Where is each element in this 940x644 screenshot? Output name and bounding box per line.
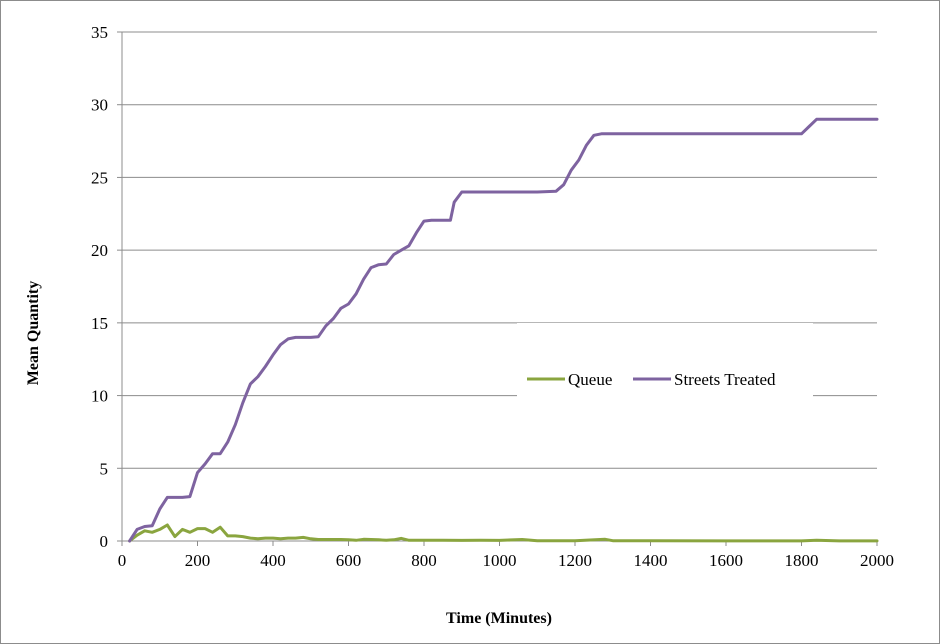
y-tick-label: 15	[91, 314, 108, 333]
x-axis-title: Time (Minutes)	[446, 610, 552, 627]
y-tick-label: 20	[91, 241, 108, 260]
legend-background	[517, 323, 813, 409]
x-tick-labels: 0 200 400 600 800 1000 1200 1400 1600 1800 2000	[118, 551, 894, 570]
legend-label-queue: Queue	[568, 370, 612, 389]
x-tick-label: 400	[260, 551, 286, 570]
x-tick-label: 1400	[634, 551, 668, 570]
y-tick-label: 25	[91, 168, 108, 187]
y-axis-title: Mean Quantity	[25, 281, 42, 385]
y-tick-label: 5	[100, 459, 109, 478]
y-tick-label: 35	[91, 23, 108, 42]
y-tick-labels: 0 5 10 15 20 25 30 35	[91, 23, 108, 551]
series-line-streets-treated	[128, 117, 879, 543]
x-tick-label: 1800	[785, 551, 819, 570]
legend: Queue Streets Treated	[527, 370, 776, 389]
y-tick-label: 10	[91, 387, 108, 406]
y-tick-label: 0	[100, 532, 109, 551]
x-tick-label: 1000	[483, 551, 517, 570]
x-tick-label: 2000	[860, 551, 894, 570]
x-tick-label: 1600	[709, 551, 743, 570]
x-tick-label: 1200	[558, 551, 592, 570]
x-tick-label: 0	[118, 551, 127, 570]
axes	[117, 31, 878, 546]
series-line-queue	[128, 523, 879, 543]
y-tick-label: 30	[91, 96, 108, 115]
gridlines	[122, 31, 877, 469]
x-tick-label: 600	[336, 551, 362, 570]
series-lines	[128, 117, 879, 543]
x-tick-label: 200	[185, 551, 211, 570]
x-tick-label: 800	[411, 551, 437, 570]
legend-label-streets-treated: Streets Treated	[674, 370, 776, 389]
